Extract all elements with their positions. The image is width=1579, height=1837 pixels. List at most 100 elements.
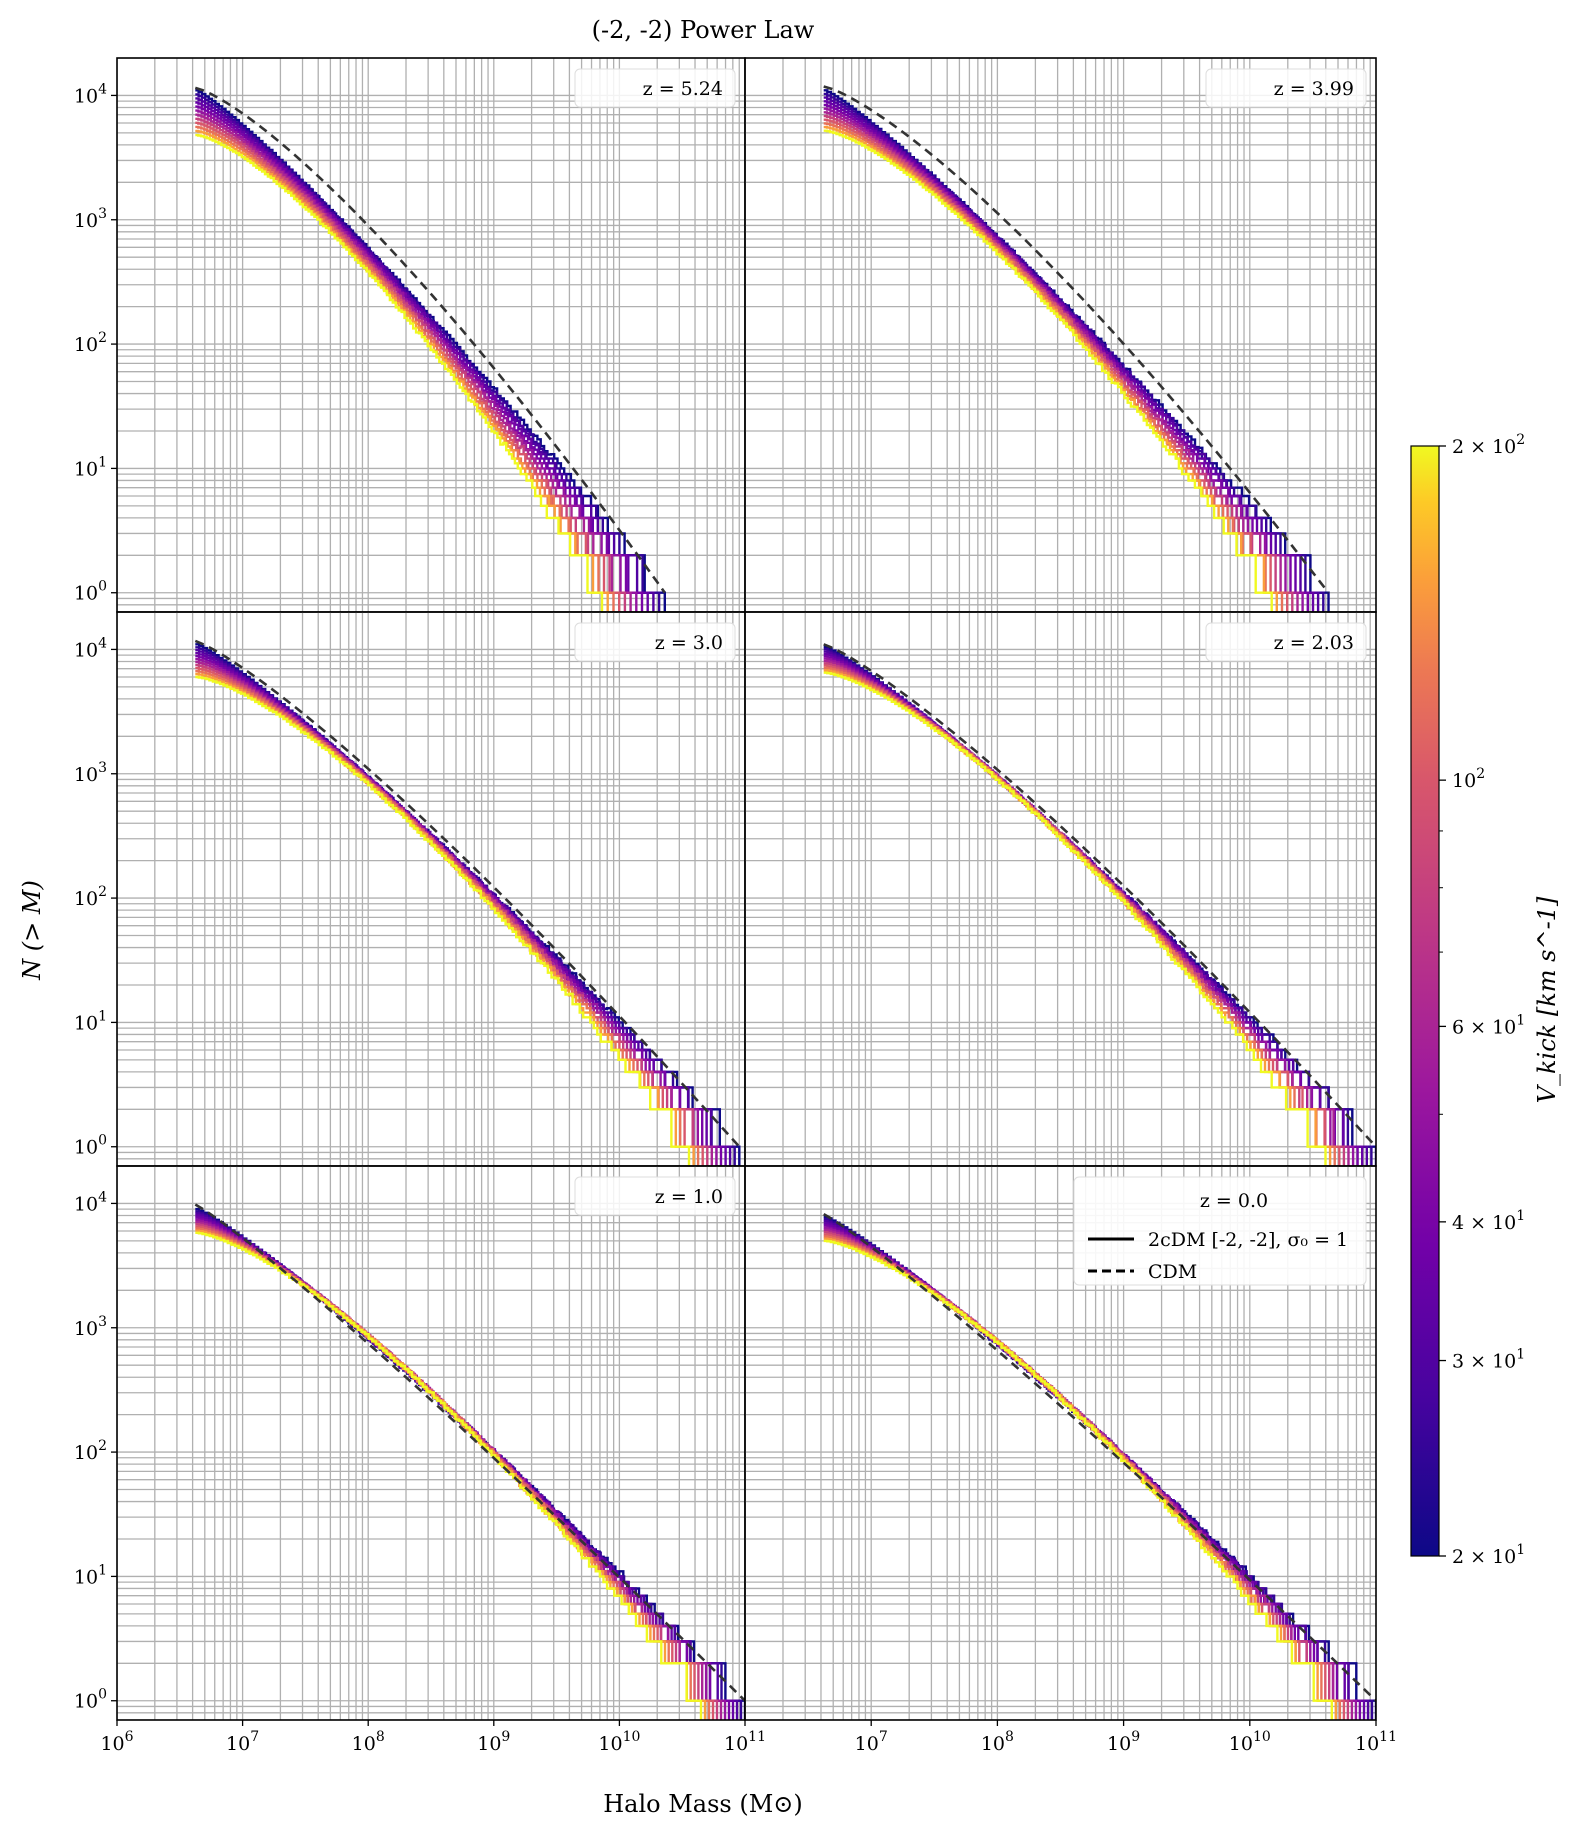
y-tick-label: 102 — [74, 330, 107, 356]
series-group — [823, 645, 1376, 1166]
cdm-line — [823, 643, 1376, 1148]
series-line — [195, 1229, 707, 1720]
series-line — [823, 1237, 1337, 1720]
x-tick-label: 1010 — [598, 1729, 640, 1755]
legend-box — [1073, 1176, 1367, 1286]
legend: z = 0.0 2cDM [-2, -2], σ₀ = 1 CDM — [1073, 1176, 1367, 1286]
series-group — [823, 1215, 1376, 1720]
redshift-label: z = 1.0 — [655, 1186, 723, 1208]
y-tick-label: 101 — [74, 1562, 107, 1588]
legend-title: z = 0.0 — [1200, 1190, 1268, 1212]
x-tick-label: 1011 — [724, 1729, 766, 1755]
grid — [117, 612, 745, 1166]
series-line — [195, 1218, 727, 1720]
colorbar-label: V_kick [km s^-1] — [1533, 896, 1561, 1103]
panel-5: 100 101 102 103 104 106 107 108 109 1010 1011 z = 1… — [74, 1165, 766, 1755]
y-tick-label: 103 — [74, 1314, 107, 1340]
series-line — [823, 655, 1359, 1166]
series-line — [195, 1225, 715, 1720]
series-line — [823, 100, 1315, 612]
panel-3: 100 101 102 103 104 z = 3.0 — [74, 611, 746, 1167]
series-line — [195, 97, 655, 612]
y-tick-label: 102 — [74, 884, 107, 910]
x-axis-label: Halo Mass (M⊙) — [603, 1790, 803, 1818]
y-tick-label: 103 — [74, 760, 107, 786]
series-line — [195, 675, 691, 1166]
axes-frame — [744, 611, 1377, 1167]
series-line — [823, 1226, 1358, 1720]
y-tick-label: 104 — [74, 635, 107, 661]
series-line — [823, 652, 1364, 1166]
redshift-label-box — [574, 68, 736, 108]
x-tick-label: 1011 — [1355, 1729, 1397, 1755]
x-tick-label: 107 — [226, 1729, 259, 1755]
series-line — [823, 671, 1327, 1166]
x-tick-label: 108 — [981, 1729, 1014, 1755]
series-line — [195, 646, 736, 1166]
grid — [117, 58, 745, 612]
series-line — [823, 118, 1289, 612]
x-tick-label: 106 — [100, 1729, 133, 1755]
series-line — [195, 1227, 711, 1720]
y-tick-label: 100 — [74, 579, 107, 605]
y-tick-label: 104 — [74, 1189, 107, 1215]
series-line — [823, 657, 1355, 1166]
series-line — [195, 669, 700, 1166]
y-tick-label: 100 — [74, 1133, 107, 1159]
legend-entry-2cdm: 2cDM [-2, -2], σ₀ = 1 — [1148, 1229, 1348, 1251]
y-tick-label: 102 — [74, 1438, 107, 1464]
series-line — [823, 111, 1299, 612]
series-line — [823, 129, 1273, 612]
series-line — [823, 664, 1341, 1166]
panels: 100 101 102 103 104 z = 5.24 z = 3.99 100 101 102… — [74, 57, 1397, 1755]
colorbar-tick-label: 2 × 101 — [1452, 1542, 1525, 1568]
cdm-line — [823, 85, 1330, 594]
panel-2: z = 3.99 — [744, 57, 1377, 613]
series-line — [195, 652, 727, 1166]
axes-frame — [744, 57, 1377, 613]
series-line — [195, 133, 604, 612]
grid — [745, 58, 1376, 612]
series-line — [195, 1231, 703, 1720]
y-axis-label: N (> M) — [18, 880, 46, 981]
series-line — [195, 666, 704, 1166]
x-tick-label: 109 — [477, 1729, 510, 1755]
series-line — [195, 1207, 745, 1720]
redshift-label: z = 5.24 — [643, 78, 723, 100]
series-line — [823, 1239, 1333, 1720]
series-line — [195, 1214, 735, 1720]
series-line — [823, 666, 1336, 1166]
redshift-label: z = 3.99 — [1274, 78, 1354, 100]
series-line — [195, 101, 649, 612]
series-line — [823, 1228, 1354, 1720]
series-line — [195, 655, 723, 1166]
colorbar-gradient — [1410, 445, 1440, 1557]
panel-1: 100 101 102 103 104 z = 5.24 — [74, 57, 746, 613]
colorbar-tick-label: 3 × 101 — [1452, 1347, 1525, 1373]
colorbar-tick-label: 2 × 102 — [1452, 432, 1525, 458]
series-line — [195, 129, 609, 612]
colorbar-tick-label: 102 — [1452, 766, 1485, 792]
series-line — [823, 1222, 1366, 1720]
redshift-label-box — [574, 1176, 736, 1216]
chart-title: (-2, -2) Power Law — [592, 16, 815, 44]
series-line — [823, 1217, 1374, 1720]
colorbar-tick-label: 6 × 101 — [1452, 1012, 1525, 1038]
series-group — [195, 643, 741, 1166]
series-line — [195, 1220, 723, 1720]
series-group — [195, 1207, 745, 1720]
x-tick-label: 1010 — [1229, 1729, 1271, 1755]
colorbar: 2 × 101 3 × 101 4 × 101 6 × 101 102 2 × 102 V… — [1410, 432, 1561, 1568]
panel-4: z = 2.03 — [744, 611, 1377, 1167]
series-line — [823, 1235, 1342, 1720]
series-line — [823, 645, 1376, 1166]
series-group — [823, 89, 1330, 612]
axes-frame — [116, 611, 746, 1167]
series-line — [195, 663, 709, 1166]
series-line — [823, 669, 1332, 1166]
series-line — [195, 660, 713, 1166]
colorbar-ticks: 2 × 101 3 × 101 4 × 101 6 × 101 102 2 × 102 — [1439, 432, 1525, 1568]
x-tick-label: 107 — [855, 1729, 888, 1755]
x-tick-label: 108 — [352, 1729, 385, 1755]
